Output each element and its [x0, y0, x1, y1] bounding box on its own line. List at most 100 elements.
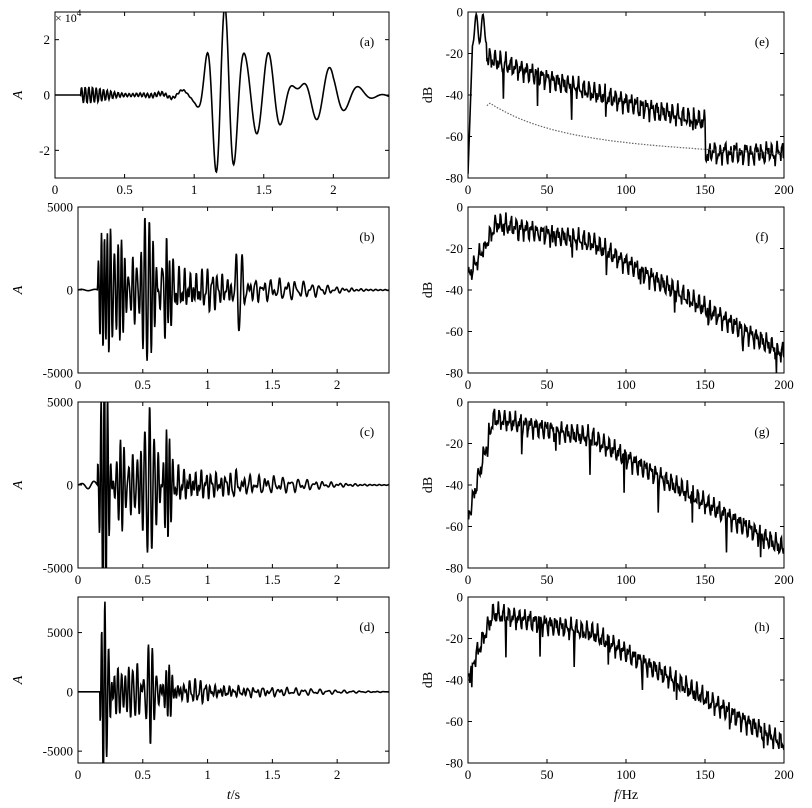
x-tick-label-b-0: 0 — [75, 377, 82, 392]
y-axis-label-g: dB — [421, 477, 436, 493]
x-tick-label-e-4: 200 — [774, 182, 794, 197]
y-tick-label-d-1: 0 — [67, 684, 74, 699]
series-line-f-0 — [468, 212, 784, 373]
panel-g: 0 50 100 150 200 -80 -60 -40 -20 0 (g) dB — [421, 395, 794, 588]
x-tick-label-c-3: 1.5 — [264, 572, 280, 587]
x-tick-label-a-4: 2 — [330, 182, 337, 197]
x-tick-label-c-2: 1 — [204, 572, 211, 587]
y-tick-label-c-1: 0 — [67, 478, 74, 493]
y-tick-label-b-2: 5000 — [47, 200, 73, 215]
panel-e: 0 50 100 150 200 -80 -60 -40 -20 0 (e) dB — [421, 5, 794, 198]
x-tick-label-f-2: 100 — [616, 377, 636, 392]
x-tick-label-c-4: 2 — [334, 572, 341, 587]
x-tick-label-d-2: 1 — [204, 767, 211, 782]
panel-label-a: (a) — [360, 34, 374, 49]
series-line-a-0 — [55, 12, 389, 174]
y-tick-label-c-0: -5000 — [43, 561, 73, 576]
y-axis-label-c: A — [11, 480, 26, 490]
y-tick-label-g-2: -40 — [446, 478, 463, 493]
panel-label-c: (c) — [360, 424, 374, 439]
y-tick-label-h-1: -60 — [446, 714, 463, 729]
y-tick-label-f-3: -20 — [446, 241, 463, 256]
y-axis-label-d: A — [11, 675, 26, 685]
panel-label-d: (d) — [359, 619, 374, 634]
plot-frame-f — [467, 206, 785, 374]
panel-h: 0 50 100 150 200 -80 -60 -40 -20 0 (h) dB f/Hz — [421, 590, 794, 804]
x-tick-label-g-0: 0 — [465, 572, 472, 587]
y-tick-label-d-0: -5000 — [43, 744, 73, 759]
x-tick-label-a-0: 0 — [52, 182, 59, 197]
y-tick-label-g-3: -20 — [446, 436, 463, 451]
y-axis-label-b: A — [11, 285, 26, 295]
panel-label-f: (f) — [756, 229, 769, 244]
x-axis-label-h: f/Hz — [614, 788, 638, 803]
x-tick-label-b-1: 0.5 — [135, 377, 151, 392]
x-tick-label-d-3: 1.5 — [264, 767, 280, 782]
x-tick-label-h-0: 0 — [465, 767, 472, 782]
y-tick-label-e-1: -60 — [446, 129, 463, 144]
x-tick-label-h-3: 150 — [695, 767, 715, 782]
x-tick-label-d-1: 0.5 — [135, 767, 151, 782]
x-tick-label-h-2: 100 — [616, 767, 636, 782]
y-tick-label-a-2: 2 — [44, 32, 51, 47]
y-tick-label-g-0: -80 — [446, 561, 463, 576]
y-tick-label-f-0: -80 — [446, 366, 463, 381]
scale-note-a: × 104 — [55, 8, 82, 25]
series-line-e-0 — [468, 12, 784, 174]
y-tick-label-e-4: 0 — [457, 5, 464, 20]
x-tick-label-g-3: 150 — [695, 572, 715, 587]
y-tick-label-b-1: 0 — [67, 283, 74, 298]
y-tick-label-h-3: -20 — [446, 631, 463, 646]
y-tick-label-g-1: -60 — [446, 519, 463, 534]
y-tick-label-h-2: -40 — [446, 673, 463, 688]
y-tick-label-e-3: -20 — [446, 46, 463, 61]
plot-frame-d — [77, 596, 390, 764]
y-tick-label-g-4: 0 — [457, 395, 464, 410]
y-tick-label-e-2: -40 — [446, 88, 463, 103]
x-axis-label-d: t/s — [227, 788, 240, 803]
series-line-g-0 — [468, 408, 784, 558]
panel-f: 0 50 100 150 200 -80 -60 -40 -20 0 (f) dB — [421, 200, 794, 393]
x-tick-label-g-4: 200 — [774, 572, 794, 587]
x-tick-label-b-3: 1.5 — [264, 377, 280, 392]
panel-label-g: (g) — [754, 424, 769, 439]
panel-label-h: (h) — [754, 619, 769, 634]
y-tick-label-b-0: -5000 — [43, 366, 73, 381]
x-tick-label-c-0: 0 — [75, 572, 82, 587]
panel-label-e: (e) — [755, 34, 769, 49]
y-tick-label-f-1: -60 — [446, 324, 463, 339]
x-tick-label-d-4: 2 — [334, 767, 341, 782]
x-tick-label-b-2: 1 — [204, 377, 211, 392]
x-tick-label-e-2: 100 — [616, 182, 636, 197]
y-tick-label-h-4: 0 — [457, 590, 464, 605]
x-tick-label-e-3: 150 — [695, 182, 715, 197]
x-tick-label-b-4: 2 — [334, 377, 341, 392]
series-line-b-0 — [78, 217, 389, 361]
x-tick-label-f-1: 50 — [541, 377, 554, 392]
y-tick-label-h-0: -80 — [446, 756, 463, 771]
x-tick-label-g-1: 50 — [541, 572, 554, 587]
y-tick-label-a-1: 0 — [44, 88, 51, 103]
x-tick-label-c-1: 0.5 — [135, 572, 151, 587]
x-tick-label-e-0: 0 — [465, 182, 472, 197]
y-axis-label-h: dB — [421, 672, 436, 688]
x-tick-label-f-0: 0 — [465, 377, 472, 392]
y-axis-label-a: A — [11, 90, 26, 100]
x-tick-label-h-1: 50 — [541, 767, 554, 782]
y-tick-label-f-2: -40 — [446, 283, 463, 298]
y-axis-label-e: dB — [421, 87, 436, 103]
x-tick-label-a-1: 0.5 — [116, 182, 132, 197]
y-tick-label-a-0: -2 — [39, 143, 50, 158]
plot-frame-g — [467, 401, 785, 569]
series-line-d-0 — [78, 601, 389, 763]
y-axis-label-f: dB — [421, 282, 436, 298]
series-line-e-1 — [486, 102, 784, 155]
x-tick-label-a-3: 1.5 — [256, 182, 272, 197]
series-line-h-0 — [468, 601, 784, 750]
series-line-c-0 — [78, 402, 389, 568]
x-tick-label-f-4: 200 — [774, 377, 794, 392]
